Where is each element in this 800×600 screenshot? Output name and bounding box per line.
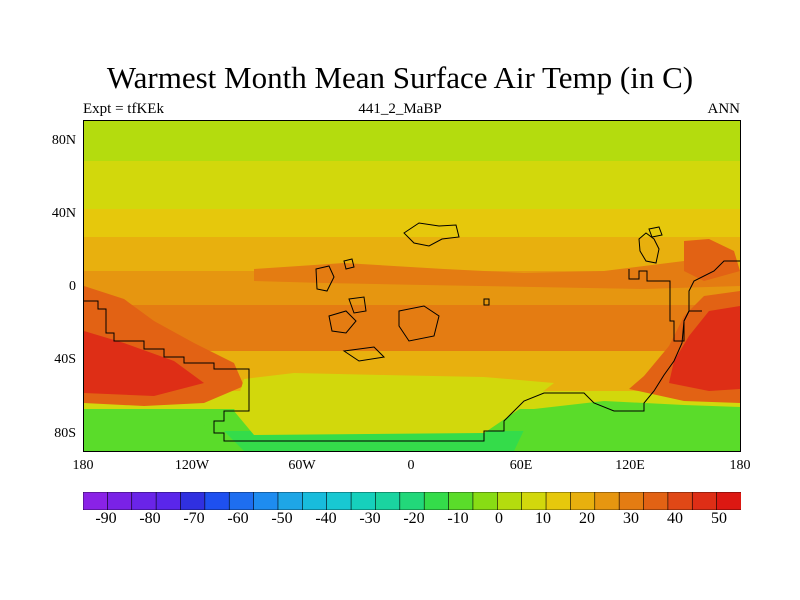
colorbar-swatch — [375, 492, 401, 510]
experiment-label: Expt = tfKEk — [83, 101, 164, 117]
band-north-subtrop — [84, 209, 740, 237]
colorbar-label: -50 — [271, 510, 293, 527]
colorbar-label: 0 — [495, 510, 503, 527]
colorbar-swatch — [302, 492, 328, 510]
coastline-small-island-3 — [648, 226, 663, 238]
colorbar-swatch — [521, 492, 547, 510]
colorbar-swatch — [423, 492, 450, 510]
lon-label-60w: 60W — [288, 458, 316, 473]
colorbar-label: -90 — [95, 510, 117, 527]
colorbar-swatch — [155, 492, 182, 510]
southern-green-west — [84, 417, 244, 451]
coastline-small-island-1 — [343, 258, 355, 270]
colorbar-label: -80 — [139, 510, 161, 527]
colorbar-swatch — [570, 492, 596, 510]
colorbar-label: -30 — [359, 510, 381, 527]
coastline-east-continent — [628, 260, 740, 342]
colorbar-label: 30 — [623, 510, 639, 527]
time-period-label: 441_2_MaBP — [358, 101, 442, 117]
colorbar-label: 40 — [667, 510, 683, 527]
lat-label-40n: 40N — [51, 206, 76, 221]
colorbar-swatch — [253, 492, 279, 510]
colorbar-label: -60 — [227, 510, 249, 527]
lat-label-80s: 80S — [54, 426, 76, 441]
colorbar-label: -10 — [447, 510, 469, 527]
southern-yellow-lowland — [234, 373, 554, 435]
coastline-equatorial-east — [398, 305, 440, 342]
hotspot-west — [84, 331, 204, 396]
temperature-map — [83, 120, 741, 452]
temperature-patches — [84, 239, 740, 451]
colorbar-swatch — [448, 492, 474, 510]
colorbar-swatch — [472, 492, 499, 510]
colorbar-swatch — [691, 492, 718, 510]
colorbar-label: 50 — [711, 510, 727, 527]
lon-label-180w: 180 — [72, 458, 94, 473]
colorbar — [83, 492, 741, 510]
colorbar-label: -70 — [183, 510, 205, 527]
colorbar-swatch — [496, 492, 523, 510]
colorbar-swatch — [350, 492, 377, 510]
lat-label-equator: 0 — [69, 279, 76, 294]
band-north-mid — [84, 161, 740, 209]
colorbar-label: 20 — [579, 510, 595, 527]
coastline-pacific-island — [315, 265, 335, 292]
colorbar-swatch — [277, 492, 304, 510]
lon-label-60e: 60E — [509, 458, 533, 473]
lat-label-80n: 80N — [51, 133, 76, 148]
band-north-polar — [84, 121, 740, 161]
colorbar-swatch — [643, 492, 669, 510]
colorbar-swatch — [326, 492, 352, 510]
season-label: ANN — [707, 101, 741, 117]
southern-green-east — [514, 401, 740, 451]
colorbar-swatch — [228, 492, 255, 510]
colorbar-swatch — [180, 492, 206, 510]
colorbar-swatch — [716, 492, 741, 510]
lon-label-180e: 180 — [729, 458, 751, 473]
colorbar-swatch — [83, 492, 109, 510]
colorbar-swatch — [107, 492, 133, 510]
coastline-north-peninsula — [403, 222, 460, 247]
colorbar-label: -40 — [315, 510, 337, 527]
lon-label-120e: 120E — [615, 458, 645, 473]
colorbar-swatch — [399, 492, 425, 510]
lon-label-120w: 120W — [174, 458, 210, 473]
coastlines — [84, 222, 740, 442]
lat-label-40s: 40S — [54, 352, 76, 367]
colorbar-swatch — [594, 492, 620, 510]
map-title: Warmest Month Mean Surface Air Temp (in … — [106, 60, 694, 95]
hotspot-east — [669, 306, 740, 391]
colorbar-label: 10 — [535, 510, 551, 527]
warm-patch-east-continent — [684, 239, 740, 281]
coastline-small-island-2 — [483, 298, 490, 306]
colorbar-swatch — [667, 492, 694, 510]
band-tropics-north — [84, 237, 740, 271]
coastline-southwest — [84, 300, 702, 442]
colorbar-label: -20 — [403, 510, 425, 527]
colorbar-swatch — [618, 492, 645, 510]
warm-equatorial-strip — [254, 261, 740, 289]
lon-label-0: 0 — [407, 458, 415, 473]
colorbar-swatch — [204, 492, 231, 510]
coastline-east-pen — [638, 232, 660, 264]
colorbar-swatch — [545, 492, 572, 510]
coastline-equatorial-islands — [328, 296, 386, 362]
colorbar-swatch — [131, 492, 157, 510]
